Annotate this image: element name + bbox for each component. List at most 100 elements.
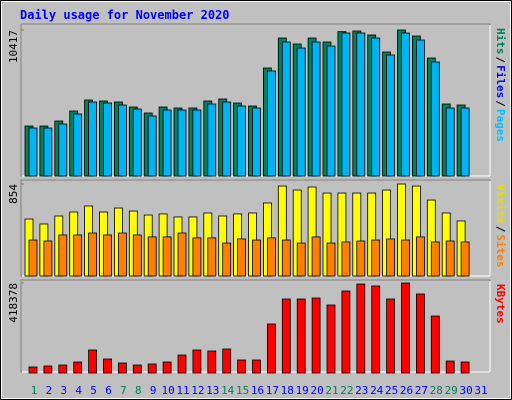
bar <box>237 359 247 374</box>
bar <box>326 242 336 277</box>
bar <box>326 304 336 374</box>
x-tick-label: 12 <box>191 384 204 397</box>
bar <box>252 107 261 177</box>
x-tick-label: 8 <box>135 384 142 397</box>
bar <box>207 103 217 177</box>
x-tick-label: 31 <box>474 384 487 397</box>
bar <box>415 39 425 177</box>
x-tick-label: 14 <box>221 384 235 397</box>
bar <box>192 349 202 374</box>
bar <box>281 41 291 177</box>
y-tick-label: 854 <box>7 184 20 204</box>
bar <box>445 240 455 277</box>
legend: KBytes <box>494 284 507 324</box>
bar <box>281 298 291 374</box>
bar <box>58 123 68 177</box>
x-tick-label: 3 <box>60 384 67 397</box>
bar <box>296 242 306 277</box>
bar <box>266 70 276 177</box>
bar <box>401 239 410 277</box>
bar <box>28 366 38 374</box>
x-tick-label: 9 <box>150 384 157 397</box>
bar <box>147 115 157 177</box>
x-tick-label: 29 <box>445 384 458 397</box>
x-tick-label: 11 <box>176 384 189 397</box>
bar <box>296 298 306 374</box>
bar <box>401 282 410 374</box>
bar <box>162 361 172 374</box>
bar <box>445 360 455 374</box>
bar <box>73 113 83 177</box>
bar <box>311 297 321 374</box>
x-tick-label: 20 <box>310 384 323 397</box>
bar <box>118 362 127 374</box>
bar <box>147 363 157 374</box>
bar <box>386 298 396 374</box>
x-tick-label: 19 <box>296 384 309 397</box>
bar <box>28 127 38 177</box>
x-tick-label: 18 <box>281 384 294 397</box>
x-tick-label: 26 <box>400 384 413 397</box>
bar <box>356 32 366 177</box>
bar <box>222 242 232 277</box>
bar <box>132 234 142 277</box>
bar <box>207 350 217 374</box>
x-tick-label: 5 <box>90 384 97 397</box>
bar <box>341 32 351 177</box>
bar <box>192 109 202 177</box>
bar <box>326 45 336 177</box>
bar <box>386 238 396 277</box>
bar <box>103 102 112 177</box>
x-tick-label: 1 <box>31 384 38 397</box>
bar <box>58 364 68 374</box>
x-tick-label: 16 <box>251 384 264 397</box>
bar <box>73 361 83 374</box>
bar <box>341 241 351 277</box>
bar <box>177 232 187 277</box>
bar <box>88 101 97 177</box>
bar <box>266 323 276 374</box>
legend-entry: Pages <box>494 109 507 142</box>
bar <box>237 105 247 177</box>
legend-entry: Sites <box>494 234 507 267</box>
bar <box>386 54 396 177</box>
legend-entry: Hits <box>494 28 507 55</box>
bar <box>147 236 157 277</box>
bar <box>58 234 68 277</box>
legend-separator: / <box>494 57 507 64</box>
bar <box>118 232 127 277</box>
legend-separator: / <box>494 226 507 233</box>
bar <box>73 234 83 277</box>
x-tick-label: 13 <box>206 384 219 397</box>
legend: Hits/Files/Pages <box>494 28 507 142</box>
legend: Visits /Sites <box>494 184 507 268</box>
bar <box>445 107 455 177</box>
bar <box>252 359 261 374</box>
bar <box>430 241 440 277</box>
x-tick-label: 25 <box>385 384 398 397</box>
x-tick-label: 15 <box>236 384 249 397</box>
x-tick-label: 2 <box>46 384 53 397</box>
x-tick-label: 21 <box>325 384 338 397</box>
bar <box>415 236 425 277</box>
bar <box>430 61 440 177</box>
bar <box>192 237 202 277</box>
bar <box>177 354 187 374</box>
x-tick-label: 23 <box>355 384 368 397</box>
bar <box>88 232 97 277</box>
bar <box>132 108 142 177</box>
x-tick-label: 27 <box>415 384 428 397</box>
bar <box>177 109 187 177</box>
bar <box>371 239 381 277</box>
y-tick-label: 418378 <box>7 283 20 323</box>
legend-entry: KBytes <box>494 284 507 324</box>
legend-entry: Visits <box>494 184 507 224</box>
bar <box>88 349 97 374</box>
bar <box>311 41 321 177</box>
bar <box>162 109 172 177</box>
x-tick-label: 17 <box>266 384 279 397</box>
bar <box>103 358 112 374</box>
